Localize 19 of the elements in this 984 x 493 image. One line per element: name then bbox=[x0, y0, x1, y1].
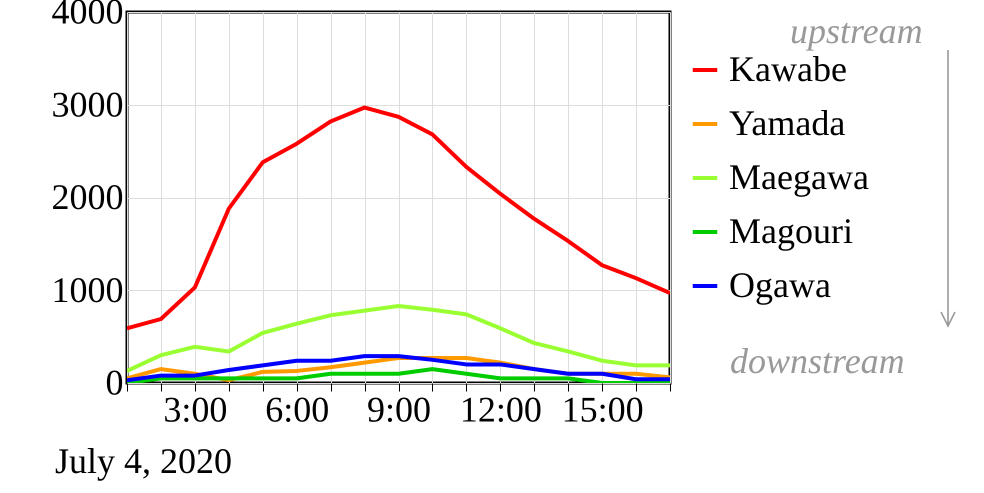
line-series bbox=[127, 106, 670, 330]
line-series bbox=[127, 304, 670, 373]
text: upstream bbox=[790, 10, 923, 52]
x-tick-label: 15:00 bbox=[562, 390, 644, 430]
legend-label: Kawabe bbox=[729, 49, 847, 89]
legend-label: Ogawa bbox=[729, 265, 831, 305]
x-tick-label: 9:00 bbox=[366, 390, 432, 430]
x-tick-label: 3:00 bbox=[163, 390, 228, 430]
x-tick-label: 6:00 bbox=[265, 390, 330, 430]
text: downstream bbox=[730, 340, 905, 382]
legend-label: Magouri bbox=[729, 211, 853, 251]
legend-label: Yamada bbox=[729, 103, 846, 143]
x-tick-label: 12:00 bbox=[460, 390, 542, 430]
y-tick-label: 3000 bbox=[52, 84, 124, 124]
legend-label: Maegawa bbox=[729, 157, 869, 197]
y-tick-label: 2000 bbox=[52, 177, 124, 217]
y-tick-label: 0 bbox=[106, 362, 124, 402]
y-tick-label: 1000 bbox=[52, 270, 124, 310]
text: July 4, 2020 bbox=[55, 440, 232, 482]
